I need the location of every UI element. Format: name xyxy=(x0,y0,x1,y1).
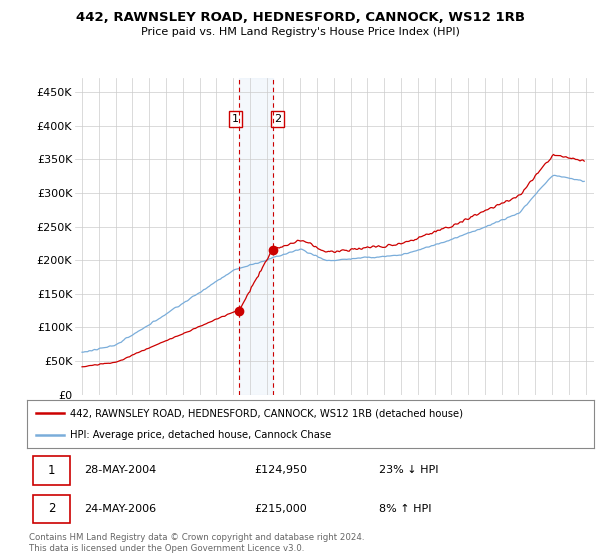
Text: 23% ↓ HPI: 23% ↓ HPI xyxy=(379,465,438,475)
Text: Price paid vs. HM Land Registry's House Price Index (HPI): Price paid vs. HM Land Registry's House … xyxy=(140,27,460,37)
Text: Contains HM Land Registry data © Crown copyright and database right 2024.
This d: Contains HM Land Registry data © Crown c… xyxy=(29,533,364,553)
Text: 28-MAY-2004: 28-MAY-2004 xyxy=(84,465,156,475)
FancyBboxPatch shape xyxy=(32,494,70,523)
Text: 8% ↑ HPI: 8% ↑ HPI xyxy=(379,504,431,514)
Text: 442, RAWNSLEY ROAD, HEDNESFORD, CANNOCK, WS12 1RB (detached house): 442, RAWNSLEY ROAD, HEDNESFORD, CANNOCK,… xyxy=(70,408,463,418)
Text: 442, RAWNSLEY ROAD, HEDNESFORD, CANNOCK, WS12 1RB: 442, RAWNSLEY ROAD, HEDNESFORD, CANNOCK,… xyxy=(76,11,524,24)
Bar xyxy=(239,78,273,395)
Text: HPI: Average price, detached house, Cannock Chase: HPI: Average price, detached house, Cann… xyxy=(70,430,331,440)
Text: 2: 2 xyxy=(274,114,281,124)
Text: 1: 1 xyxy=(47,464,55,477)
FancyBboxPatch shape xyxy=(32,456,70,484)
Text: £124,950: £124,950 xyxy=(254,465,307,475)
Text: 2: 2 xyxy=(47,502,55,515)
Text: 1: 1 xyxy=(232,114,239,124)
Text: 24-MAY-2006: 24-MAY-2006 xyxy=(84,504,156,514)
Text: £215,000: £215,000 xyxy=(254,504,307,514)
